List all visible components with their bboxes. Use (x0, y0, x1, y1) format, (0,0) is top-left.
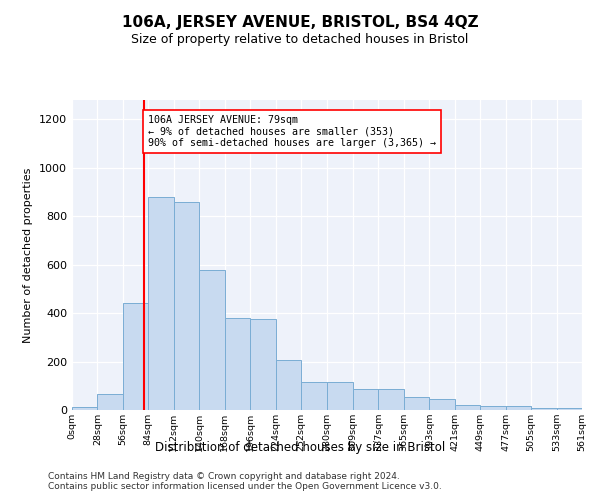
Bar (199, 270, 225, 410)
Bar (148, 197, 174, 410)
Bar (250, 319, 275, 410)
Bar (225, 318, 250, 410)
Bar (123, 304, 148, 410)
Bar (275, 360, 301, 410)
Bar (326, 382, 353, 410)
Bar (72, 407, 97, 410)
Bar (379, 390, 404, 410)
Bar (174, 202, 199, 410)
Text: 106A, JERSEY AVENUE, BRISTOL, BS4 4QZ: 106A, JERSEY AVENUE, BRISTOL, BS4 4QZ (122, 15, 478, 30)
Bar (506, 406, 531, 410)
Bar (531, 408, 557, 410)
Text: Contains HM Land Registry data © Crown copyright and database right 2024.: Contains HM Land Registry data © Crown c… (48, 472, 400, 481)
Bar (455, 404, 480, 410)
Y-axis label: Number of detached properties: Number of detached properties (23, 168, 34, 342)
Text: Contains public sector information licensed under the Open Government Licence v3: Contains public sector information licen… (48, 482, 442, 491)
Text: 106A JERSEY AVENUE: 79sqm
← 9% of detached houses are smaller (353)
90% of semi-: 106A JERSEY AVENUE: 79sqm ← 9% of detach… (148, 114, 436, 148)
Text: Size of property relative to detached houses in Bristol: Size of property relative to detached ho… (131, 32, 469, 46)
Bar (353, 390, 379, 410)
Bar (429, 399, 455, 410)
Bar (557, 408, 582, 410)
Bar (480, 406, 506, 410)
Bar (97, 394, 123, 410)
Bar (404, 396, 429, 410)
Text: Distribution of detached houses by size in Bristol: Distribution of detached houses by size … (155, 441, 445, 454)
Bar (301, 382, 326, 410)
